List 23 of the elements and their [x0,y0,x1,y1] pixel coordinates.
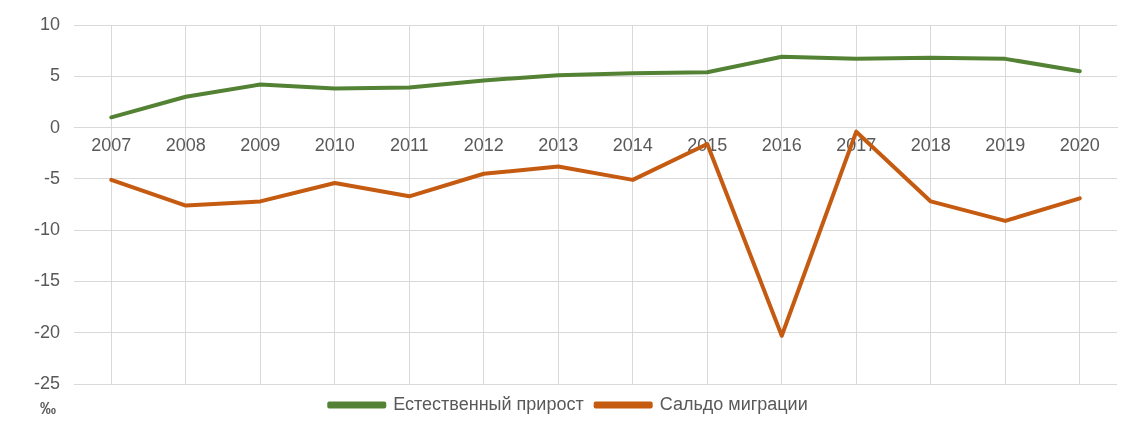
x-tick-label: 2019 [985,135,1026,156]
y-axis-title: ‰ [40,400,56,418]
y-tick-label: -25 [34,372,61,393]
x-tick-label: 2018 [910,135,951,156]
y-tick-label: -15 [34,270,61,291]
x-tick-label: 2008 [165,135,206,156]
y-tick-label: -5 [44,167,61,188]
x-tick-label: 2014 [612,135,653,156]
x-tick-label: 2011 [389,135,429,156]
x-tick-label: 2013 [538,135,579,156]
legend-label: Естественный прирост [393,393,584,414]
y-tick-label: -20 [34,321,61,342]
y-tick-label: 0 [50,116,61,137]
x-tick-label: 2016 [761,135,802,156]
x-tick-label: 2010 [314,135,355,156]
x-tick-label: 2020 [1059,135,1100,156]
x-tick-label: 2012 [463,135,504,156]
legend-label: Сальдо миграции [659,393,808,414]
x-tick-label: 2007 [91,135,132,156]
y-tick-label: 5 [50,65,61,86]
x-tick-label: 2009 [240,135,281,156]
y-tick-label: 10 [39,13,61,34]
y-tick-label: -10 [34,219,61,240]
